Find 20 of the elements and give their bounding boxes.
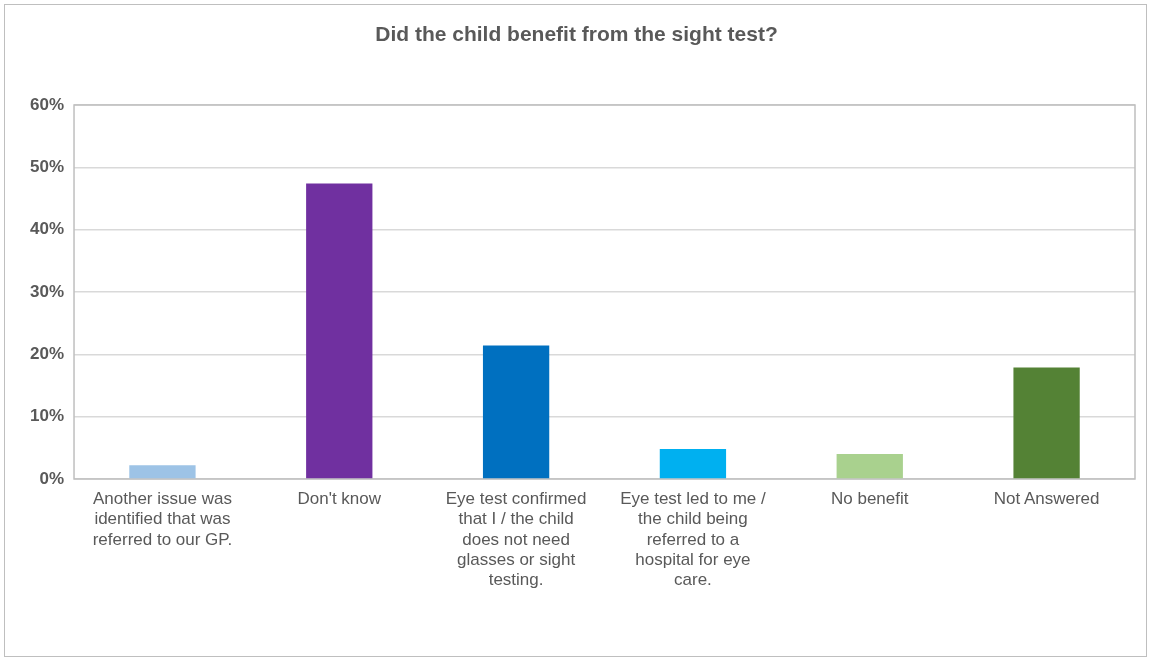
bar bbox=[659, 449, 727, 479]
chart-title: Did the child benefit from the sight test? bbox=[374, 22, 779, 46]
bar bbox=[836, 454, 903, 479]
y-tick-label: 20% bbox=[29, 344, 65, 364]
y-tick-label: 60% bbox=[29, 94, 65, 114]
x-tick-label: Not Answered bbox=[993, 488, 1100, 508]
y-tick-label: 40% bbox=[29, 219, 65, 239]
y-tick-label: 30% bbox=[29, 281, 65, 301]
x-tick-label: Eye test confirmed that I / the child does not need glasses or sight testing. bbox=[445, 488, 587, 590]
bar bbox=[129, 465, 196, 479]
x-tick-label: Another issue was identified that was referred to our GP. bbox=[92, 488, 233, 549]
y-tick-label: 10% bbox=[29, 406, 65, 426]
bar bbox=[1013, 367, 1080, 479]
x-tick-label: Don't know bbox=[297, 488, 382, 508]
y-tick-label: 50% bbox=[29, 157, 65, 177]
y-tick-label: 0% bbox=[39, 468, 65, 488]
bar bbox=[482, 345, 550, 479]
bar bbox=[306, 183, 373, 479]
x-tick-label: No benefit bbox=[831, 488, 909, 508]
x-tick-label: Eye test led to me / the child being referred to a hospital for eye care. bbox=[620, 488, 766, 590]
